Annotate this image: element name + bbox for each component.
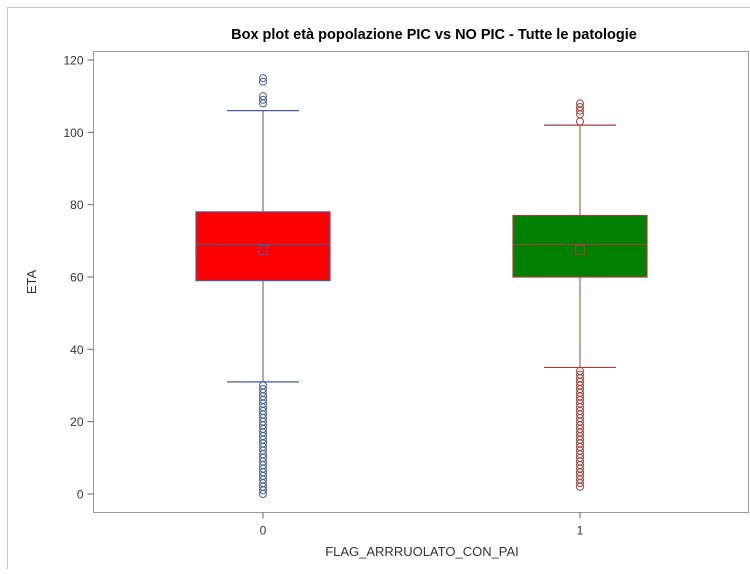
- iqr-box: [196, 212, 330, 281]
- x-axis-label: FLAG_ARRRUOLATO_CON_PAI: [325, 544, 519, 559]
- y-tick-label: 40: [70, 343, 84, 357]
- x-tick-label: 0: [260, 524, 267, 538]
- y-tick-label: 100: [63, 126, 83, 140]
- y-tick-label: 60: [70, 271, 84, 285]
- x-tick-label: 1: [577, 524, 584, 538]
- y-tick-label: 20: [70, 415, 84, 429]
- y-tick-label: 120: [63, 54, 83, 68]
- chart-title: Box plot età popolazione PIC vs NO PIC -…: [231, 27, 637, 43]
- iqr-box: [513, 216, 647, 277]
- y-tick-label: 0: [77, 488, 84, 502]
- y-tick-label: 80: [70, 198, 84, 212]
- y-axis-label: ETA: [24, 270, 39, 295]
